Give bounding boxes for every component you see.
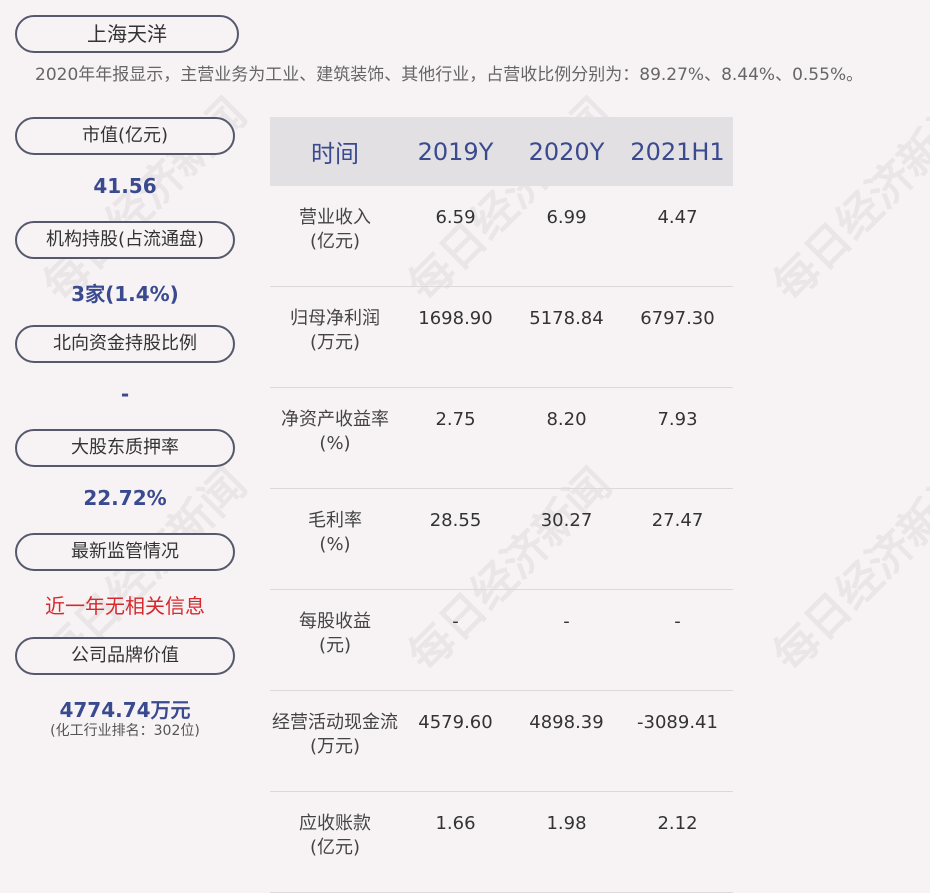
cell-value: 6.59	[400, 186, 511, 287]
table-row: 营业收入 (亿元) 6.59 6.99 4.47	[270, 186, 733, 287]
cell-value: 2.12	[622, 791, 733, 893]
brand-value-label: 公司品牌价值	[15, 637, 235, 675]
cell-value: -	[511, 589, 622, 691]
cell-value: -3089.41	[622, 690, 733, 792]
pledge-rate-label: 大股东质押率	[15, 429, 235, 467]
cell-value: 4898.39	[511, 690, 622, 792]
cell-value: 6.99	[511, 186, 622, 287]
cell-value: 4.47	[622, 186, 733, 287]
table-header-row: 时间 2019Y 2020Y 2021H1	[270, 117, 733, 186]
table-row: 净资产收益率 (%) 2.75 8.20 7.93	[270, 387, 733, 489]
watermark: 每日经济新闻	[763, 88, 930, 312]
cell-value: 30.27	[511, 488, 622, 590]
company-title: 上海天洋	[15, 15, 239, 53]
cell-value: 1698.90	[400, 286, 511, 388]
row-label: 毛利率 (%)	[270, 488, 400, 590]
header-2020y: 2020Y	[511, 117, 622, 186]
table-row: 毛利率 (%) 28.55 30.27 27.47	[270, 488, 733, 590]
cell-value: 8.20	[511, 387, 622, 489]
watermark: 每日经济新闻	[763, 458, 930, 682]
northbound-holding-label: 北向资金持股比例	[15, 325, 235, 363]
row-label: 归母净利润 (万元)	[270, 286, 400, 388]
table-row: 经营活动现金流 (万元) 4579.60 4898.39 -3089.41	[270, 690, 733, 792]
header-2021h1: 2021H1	[622, 117, 733, 186]
table-row: 归母净利润 (万元) 1698.90 5178.84 6797.30	[270, 286, 733, 388]
brand-value: 4774.74万元	[59, 698, 191, 722]
table-row: 每股收益 (元) - - -	[270, 589, 733, 691]
northbound-holding-value: -	[120, 382, 130, 406]
row-label: 净资产收益率 (%)	[270, 387, 400, 489]
cell-value: 4579.60	[400, 690, 511, 792]
cell-value: 1.66	[400, 791, 511, 893]
business-summary: 2020年年报显示，主营业务为工业、建筑装饰、其他行业，占营收比例分别为：89.…	[35, 65, 864, 85]
cell-value: 5178.84	[511, 286, 622, 388]
table-row: 应收账款 (亿元) 1.66 1.98 2.12	[270, 791, 733, 893]
row-label: 营业收入 (亿元)	[270, 186, 400, 287]
cell-value: 6797.30	[622, 286, 733, 388]
row-label: 经营活动现金流 (万元)	[270, 690, 400, 792]
institutional-holding-label: 机构持股(占流通盘)	[15, 221, 235, 259]
cell-value: -	[400, 589, 511, 691]
institutional-holding-value: 3家(1.4%)	[71, 282, 179, 306]
cell-value: 28.55	[400, 488, 511, 590]
brand-rank: (化工行业排名：302位)	[50, 723, 200, 739]
header-time: 时间	[270, 117, 400, 186]
cell-value: 1.98	[511, 791, 622, 893]
row-label: 每股收益 (元)	[270, 589, 400, 691]
market-cap-label: 市值(亿元)	[15, 117, 235, 155]
cell-value: -	[622, 589, 733, 691]
cell-value: 7.93	[622, 387, 733, 489]
header-2019y: 2019Y	[400, 117, 511, 186]
cell-value: 2.75	[400, 387, 511, 489]
regulation-value: 近一年无相关信息	[45, 594, 205, 618]
regulation-label: 最新监管情况	[15, 533, 235, 571]
market-cap-value: 41.56	[93, 174, 157, 198]
cell-value: 27.47	[622, 488, 733, 590]
financial-table: 时间 2019Y 2020Y 2021H1 营业收入 (亿元) 6.59 6.99…	[270, 117, 733, 893]
pledge-rate-value: 22.72%	[83, 486, 167, 510]
row-label: 应收账款 (亿元)	[270, 791, 400, 893]
